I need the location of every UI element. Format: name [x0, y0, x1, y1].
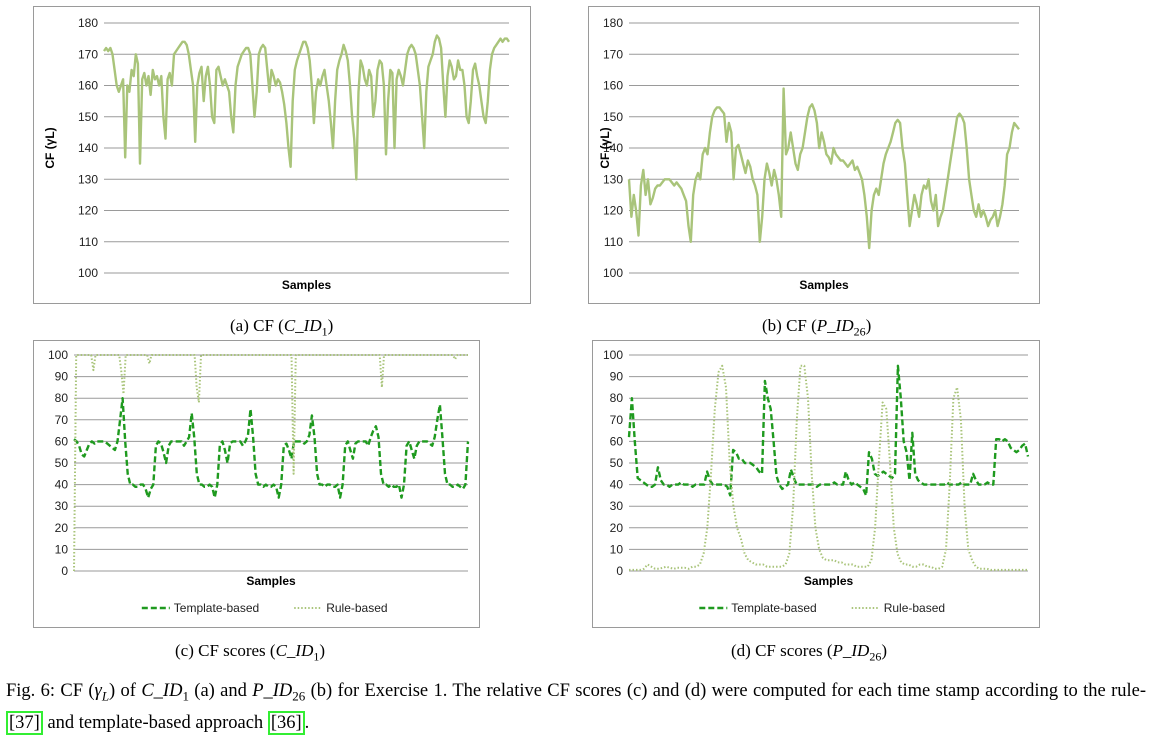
figcap-gamma-sub: L: [101, 688, 110, 704]
chart-svg-b: 100 110 120 130 140 150 160 170 180 Samples CF (γL…: [598, 16, 1020, 292]
caption-c-id: C_ID: [275, 641, 314, 660]
caption-d-id: P_ID: [832, 641, 870, 660]
caption-b-id: P_ID: [816, 316, 854, 335]
y-tick-label: 90: [610, 370, 624, 384]
y-tick-label: 100: [603, 348, 623, 362]
y-tick-label: 150: [78, 110, 98, 124]
y-tick-label: 50: [55, 456, 69, 470]
legend-label: Template-based: [174, 601, 259, 615]
y-tick-label: 20: [610, 521, 624, 535]
y-tick-label: 0: [61, 564, 68, 578]
y-tick-label: 40: [55, 478, 69, 492]
legend-label: Rule-based: [326, 601, 387, 615]
figcap-id2: P_ID: [252, 681, 293, 701]
y-tick-label: 50: [610, 456, 624, 470]
chart-svg-d: 0 10 20 30 40 50 60 70 80 90 100 Samples Template-ba…: [603, 348, 1030, 615]
y-tick-label: 110: [79, 235, 98, 249]
y-tick-label: 160: [603, 79, 623, 93]
series-line-cf: [103, 34, 511, 181]
y-tick-label: 180: [78, 16, 98, 30]
y-tick-label: 90: [55, 370, 69, 384]
y-tick-label: 100: [78, 266, 98, 280]
y-axis-label: CF (γL): [598, 127, 612, 168]
figcap-gamma: γ: [94, 681, 102, 701]
y-tick-label: 80: [55, 391, 69, 405]
y-tick-label: 170: [78, 47, 98, 61]
y-tick-label: 0: [616, 564, 623, 578]
figcap-text-6: .: [304, 712, 310, 733]
y-tick-label: 170: [603, 47, 623, 61]
figcap-text-3: (a) and: [188, 681, 253, 701]
y-tick-label: 30: [610, 499, 624, 513]
caption-b-sub: 26: [853, 324, 866, 339]
caption-d-sub: 26: [869, 649, 882, 664]
y-tick-label: 130: [603, 172, 623, 186]
y-tick-label: 80: [610, 391, 624, 405]
series-line-template-based: [627, 364, 1030, 497]
y-tick-label: 130: [78, 172, 98, 186]
caption-c-sub: 1: [313, 649, 320, 664]
caption-a-suffix: ): [327, 316, 334, 335]
caption-b-suffix: ): [865, 316, 872, 335]
y-tick-label: 10: [610, 542, 624, 556]
y-tick-label: 70: [55, 413, 69, 427]
y-tick-label: 140: [603, 141, 623, 155]
caption-b: (b) CF (P_ID26): [762, 316, 871, 339]
y-tick-label: 70: [610, 413, 624, 427]
caption-a-id: C_ID: [283, 316, 322, 335]
legend-label: Template-based: [731, 601, 816, 615]
y-tick-label: 120: [603, 204, 623, 218]
y-tick-label: 140: [78, 141, 98, 155]
x-axis-label: Samples: [282, 278, 332, 292]
y-tick-label: 60: [55, 434, 69, 448]
citation-link-37[interactable]: [37]: [6, 710, 43, 735]
caption-a-sub: 1: [321, 324, 328, 339]
y-tick-label: 180: [603, 16, 623, 30]
caption-a: (a) CF (C_ID1): [230, 316, 333, 339]
y-tick-label: 30: [55, 499, 69, 513]
chart-panel-d: 0 10 20 30 40 50 60 70 80 90 100 Samples Template-ba…: [592, 340, 1040, 628]
figcap-text-1: Fig. 6: CF (: [6, 681, 95, 701]
y-tick-label: 20: [55, 521, 69, 535]
y-tick-label: 10: [55, 542, 69, 556]
caption-d-prefix: (d) CF scores (: [731, 641, 833, 660]
figcap-text-4: (b) for Exercise 1. The relative CF scor…: [305, 681, 1147, 701]
series-line-template-based: [73, 397, 470, 499]
caption-d: (d) CF scores (P_ID26): [731, 641, 887, 664]
chart-panel-a: 100 110 120 130 140 150 160 170 180 Samples CF (γL…: [33, 6, 531, 304]
chart-svg-a: 100 110 120 130 140 150 160 170 180 Samples CF (γL…: [43, 16, 511, 292]
series-line-rule-based: [73, 354, 468, 572]
figcap-id1-sub: 1: [182, 688, 189, 704]
figcap-id1: C_ID: [141, 681, 183, 701]
chart-panel-c: 0 10 20 30 40 50 60 70 80 90 100 Samples Template-ba…: [33, 340, 480, 628]
caption-b-prefix: (b) CF (: [762, 316, 817, 335]
x-axis-label: Samples: [246, 574, 296, 588]
figcap-text-5: and template-based approach: [42, 712, 268, 733]
chart-svg-c: 0 10 20 30 40 50 60 70 80 90 100 Samples Template-ba…: [48, 348, 470, 615]
y-tick-label: 100: [48, 348, 68, 362]
series-line-cf: [627, 87, 1020, 250]
y-tick-label: 60: [610, 434, 624, 448]
caption-a-prefix: (a) CF (: [230, 316, 284, 335]
series-line-rule-based: [629, 364, 1028, 571]
caption-c-prefix: (c) CF scores (: [175, 641, 276, 660]
legend-label: Rule-based: [884, 601, 945, 615]
x-axis-label: Samples: [804, 574, 854, 588]
figcap-id2-sub: 26: [292, 688, 306, 704]
figcap-text-2: ) of: [109, 681, 142, 701]
y-tick-label: 120: [78, 204, 98, 218]
y-axis-label: CF (γL): [43, 127, 57, 168]
figure-caption: Fig. 6: CF (γL) of C_ID1 (a) and P_ID26 …: [6, 678, 1146, 737]
caption-d-suffix: ): [881, 641, 888, 660]
y-tick-label: 150: [603, 110, 623, 124]
x-axis-label: Samples: [799, 278, 849, 292]
chart-panel-b: 100 110 120 130 140 150 160 170 180 Samples CF (γL…: [588, 6, 1040, 304]
caption-c-suffix: ): [319, 641, 326, 660]
y-tick-label: 160: [78, 79, 98, 93]
caption-c: (c) CF scores (C_ID1): [175, 641, 325, 664]
y-tick-label: 100: [603, 266, 623, 280]
y-tick-label: 40: [610, 478, 624, 492]
y-tick-label: 110: [604, 235, 623, 249]
citation-link-36[interactable]: [36]: [267, 710, 305, 735]
